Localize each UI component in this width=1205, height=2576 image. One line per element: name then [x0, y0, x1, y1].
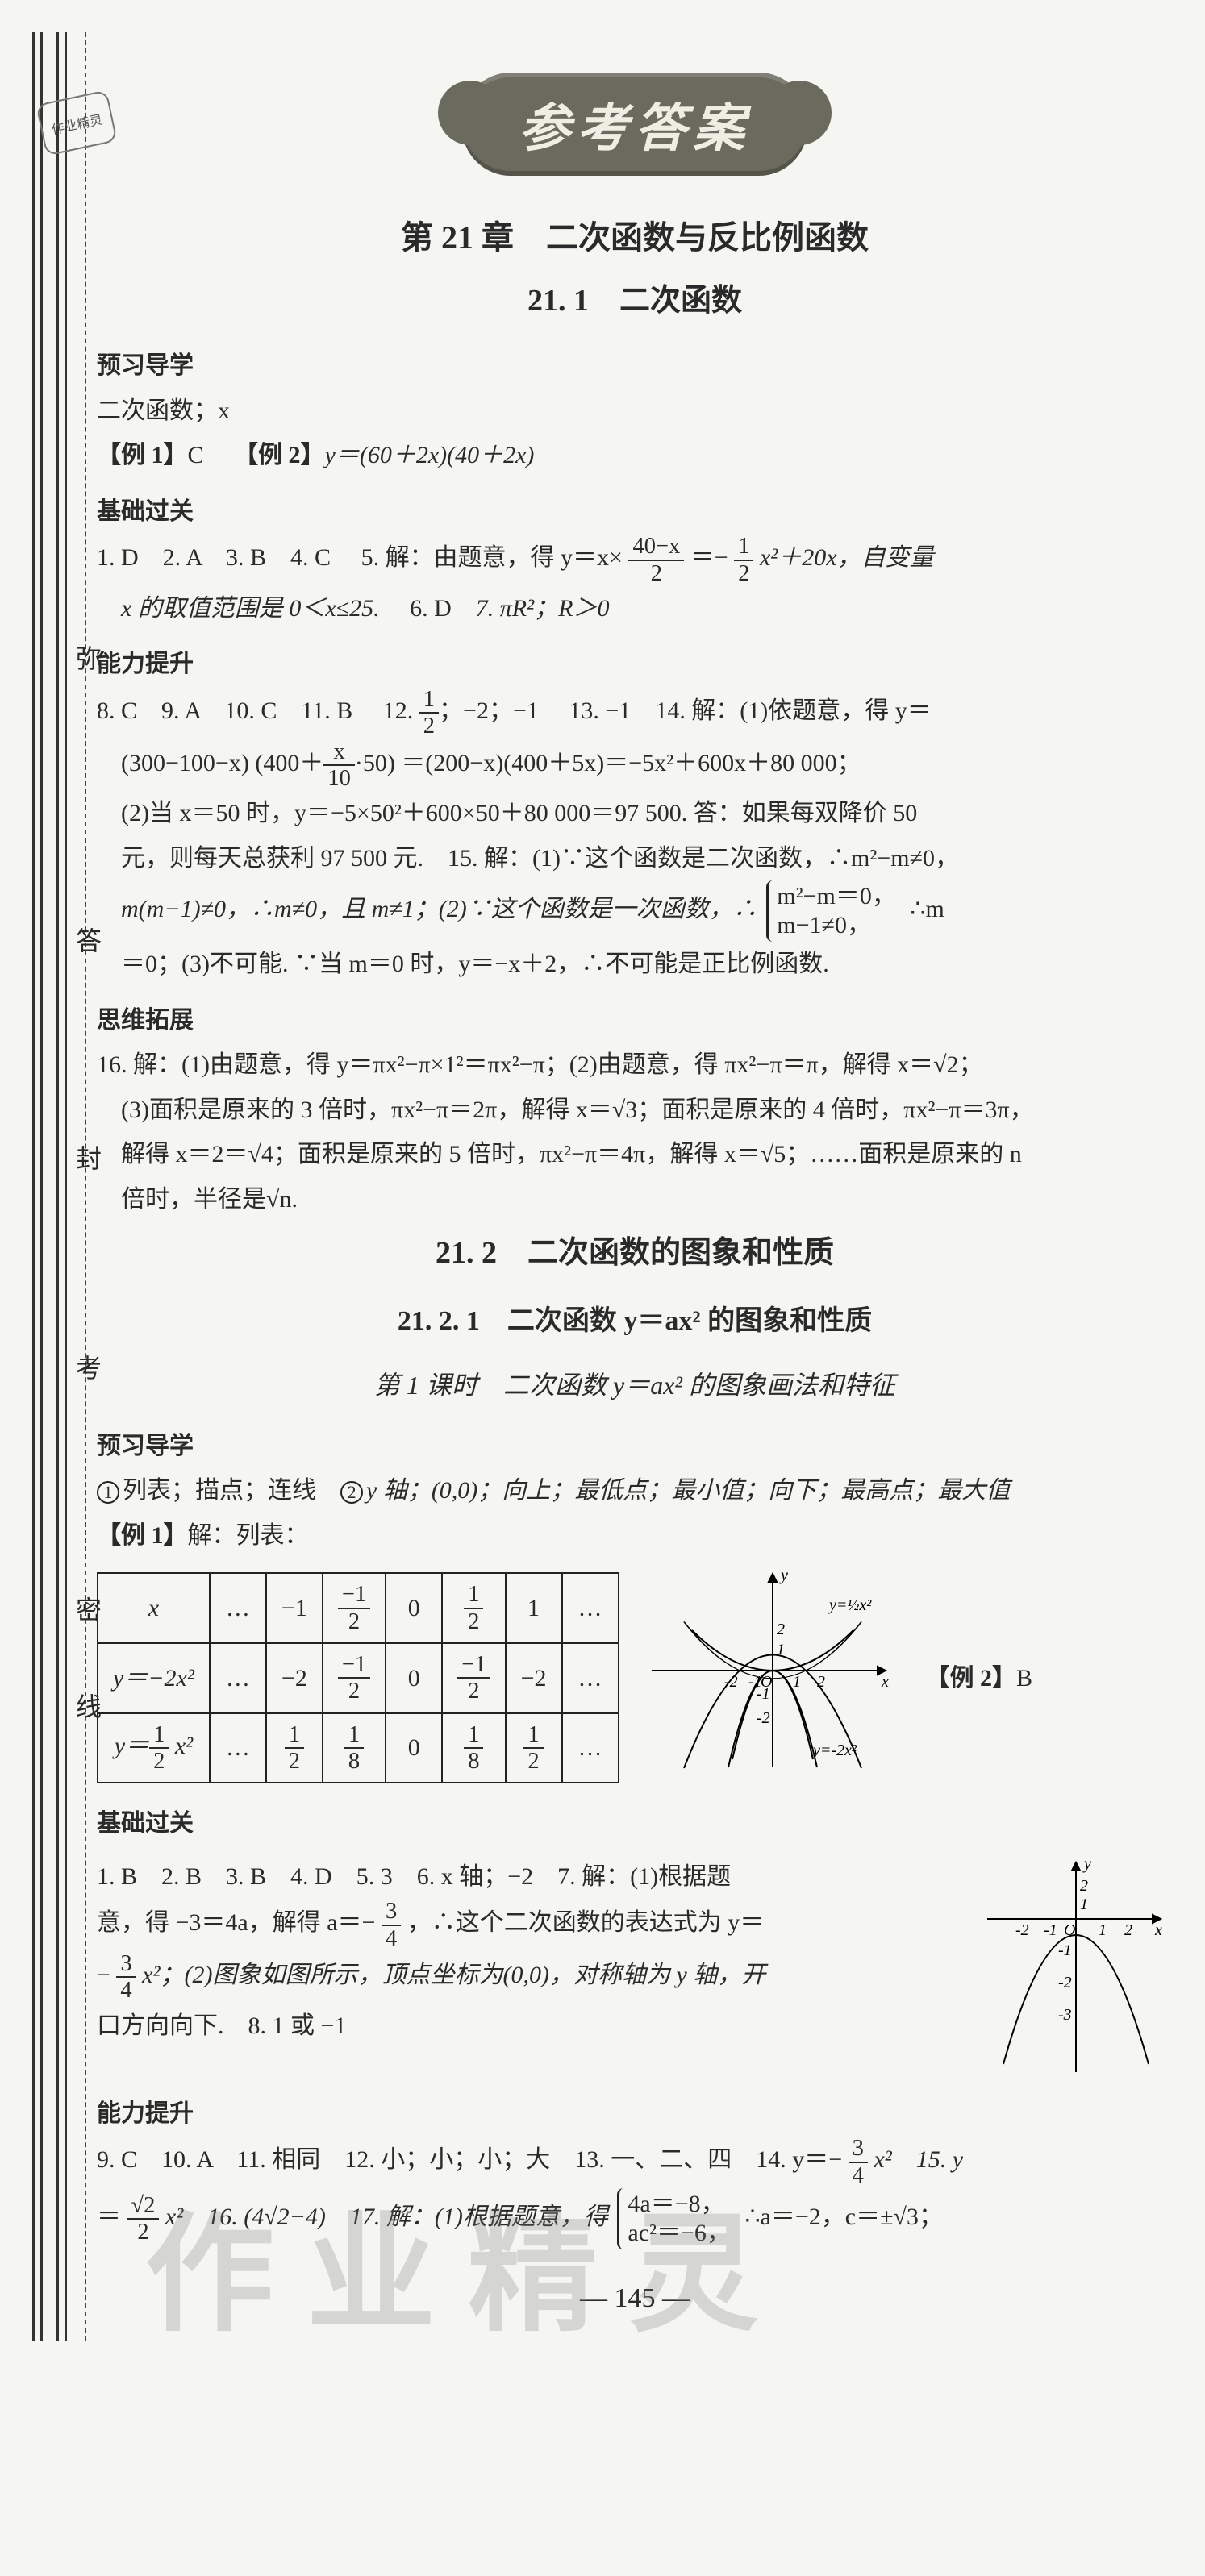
q16-l1: 16. 解：(1)由题意，得 y＝πx²−π×1²＝πx²−π；(2)由题意，得… [97, 1042, 1173, 1088]
examples-211: 【例 1】C 【例 2】y＝(60＋2x)(40＋2x) [97, 433, 1173, 478]
q7-l4: 口方向向下. 8. 1 或 −1 [97, 2004, 955, 2049]
svg-text:y: y [1082, 1855, 1091, 1873]
watermark: 作业精灵 [145, 2170, 790, 2357]
svg-text:1: 1 [1080, 1896, 1088, 1913]
section-21-2-1-title: 21. 2. 1 二次函数 y＝ax² 的图象和性质 [97, 1296, 1173, 1347]
ability-q8-14: 8. C 9. A 10. C 11. B 12. 12；−2；−1 13. −… [97, 687, 1173, 739]
svg-text:x: x [1154, 1921, 1162, 1939]
page-content: 第 21 章 二次函数与反比例函数 21. 1 二次函数 预习导学 二次函数；x… [97, 208, 1173, 2324]
svg-text:-2: -2 [1058, 1974, 1072, 1991]
value-table: x…−1 −12 0 12 1… y＝−2x²…−2 −12 0 −12 −2…… [97, 1572, 619, 1783]
q14-line3: (2)当 x＝50 时，y＝−5×50²＋600×50＋80 000＝97 50… [121, 791, 1173, 836]
q15-line3: ＝0；(3)不可能. ∵当 m＝0 时，y＝−x＋2，∴不可能是正比例函数. [121, 942, 1173, 987]
basic-q7-row: 1. B 2. B 3. B 4. D 5. 3 6. x 轴；−2 7. 解：… [97, 1854, 1173, 2080]
margin-char-4: 考 [69, 1355, 106, 1380]
svg-text:x: x [881, 1673, 889, 1691]
graph-2: xy -2-112 21 -1-2-3 O [979, 1854, 1173, 2080]
bullet-1: 1列表；描点；连线 2y 轴；(0,0)；向上；最低点；最小值；向下；最高点；最… [97, 1468, 1173, 1513]
ability-heading-2: 能力提升 [97, 2091, 1173, 2137]
svg-text:-2: -2 [724, 1673, 738, 1691]
preview-heading-2: 预习导学 [97, 1424, 1173, 1469]
svg-text:y=½x²: y=½x² [828, 1596, 872, 1614]
svg-text:-2: -2 [757, 1709, 770, 1727]
svg-text:2: 2 [1080, 1877, 1088, 1895]
margin-dashed-line [85, 32, 86, 2341]
margin-char-5: 密 [69, 1596, 106, 1622]
example-1-212: 【例 1】解：列表： [97, 1513, 1173, 1559]
preview-heading-1: 预习导学 [97, 343, 1173, 389]
graph-1: xy -2-112 21-1-2 y=½x²y=-2x² O [644, 1566, 902, 1775]
q16-l2: (3)面积是原来的 3 倍时，πx²−π＝2π，解得 x＝√3；面积是原来的 4… [121, 1088, 1173, 1133]
svg-text:1: 1 [777, 1641, 785, 1658]
title-banner: 参考答案 [462, 73, 807, 176]
section-21-1-title: 21. 1 二次函数 [97, 273, 1173, 329]
svg-text:y=-2x²: y=-2x² [811, 1742, 857, 1759]
basic-heading-1: 基础过关 [97, 489, 1173, 535]
q15-line2: m(m−1)≠0，∴m≠0，且 m≠1；(2)∵这个函数是一次函数，∴ m²−m… [121, 880, 1173, 942]
margin-rule-4 [65, 32, 67, 2341]
margin-rule-1 [32, 32, 35, 2341]
svg-text:2: 2 [817, 1673, 825, 1691]
table-graph-row: x…−1 −12 0 12 1… y＝−2x²…−2 −12 0 −12 −2…… [97, 1566, 1173, 1790]
lesson-1-title: 第 1 课时 二次函数 y＝ax² 的图象画法和特征 [97, 1362, 1173, 1409]
q16-l4: 倍时，半径是√n. [121, 1177, 1173, 1222]
q14-line2: (300−100−x) (400＋x10·50) ＝(200−x)(400＋5x… [121, 739, 1173, 792]
preview-line-1: 二次函数；x [97, 389, 1173, 434]
svg-text:-3: -3 [1058, 2006, 1072, 2024]
svg-text:2: 2 [777, 1621, 785, 1638]
chapter-title: 第 21 章 二次函数与反比例函数 [97, 208, 1173, 268]
margin-char-6: 线 [69, 1693, 106, 1719]
svg-text:-1: -1 [1044, 1921, 1057, 1939]
svg-text:O: O [761, 1673, 772, 1691]
margin-char-2: 答 [69, 927, 106, 953]
svg-text:-1: -1 [1058, 1941, 1072, 1959]
ability-heading-1: 能力提升 [97, 642, 1173, 687]
basic-q1-7: 1. D 2. A 3. B 4. C 5. 解：由题意，得 y＝x× 40−x… [97, 534, 1173, 586]
svg-text:1: 1 [793, 1673, 801, 1691]
margin-char-1: 弥 [69, 645, 106, 671]
margin-char-3: 封 [69, 1145, 106, 1171]
svg-text:-2: -2 [1015, 1921, 1029, 1939]
svg-text:y: y [779, 1567, 788, 1584]
basic-heading-2: 基础过关 [97, 1801, 1173, 1846]
q7-l2: 意，得 −3＝4a，解得 a＝− 34 ，∴这个二次函数的表达式为 y＝ [97, 1899, 955, 1951]
q14-q15: 元，则每天总获利 97 500 元. 15. 解：(1)∵这个函数是二次函数，∴… [121, 836, 1173, 881]
svg-text:O: O [1064, 1921, 1075, 1939]
basic-q-212: 1. B 2. B 3. B 4. D 5. 3 6. x 轴；−2 7. 解：… [97, 1854, 955, 1900]
example-2-212: 【例 2】B [926, 1656, 1033, 1701]
margin-rule-3 [56, 32, 59, 2341]
q16-l3: 解得 x＝2＝√4；面积是原来的 5 倍时，πx²−π＝4π，解得 x＝√5；…… [121, 1132, 1173, 1177]
basic-q5-cont: x 的取值范围是 0＜x≤25. 6. D 7. πR²；R＞0 [97, 586, 1173, 631]
svg-text:2: 2 [1124, 1921, 1132, 1939]
svg-text:1: 1 [1099, 1921, 1107, 1939]
margin-rule-2 [40, 32, 43, 2341]
q7-l3: − 34 x²；(2)图象如图所示，顶点坐标为(0,0)，对称轴为 y 轴，开 [97, 1951, 955, 2004]
thinking-heading: 思维拓展 [97, 998, 1173, 1043]
section-21-2-title: 21. 2 二次函数的图象和性质 [97, 1225, 1173, 1281]
